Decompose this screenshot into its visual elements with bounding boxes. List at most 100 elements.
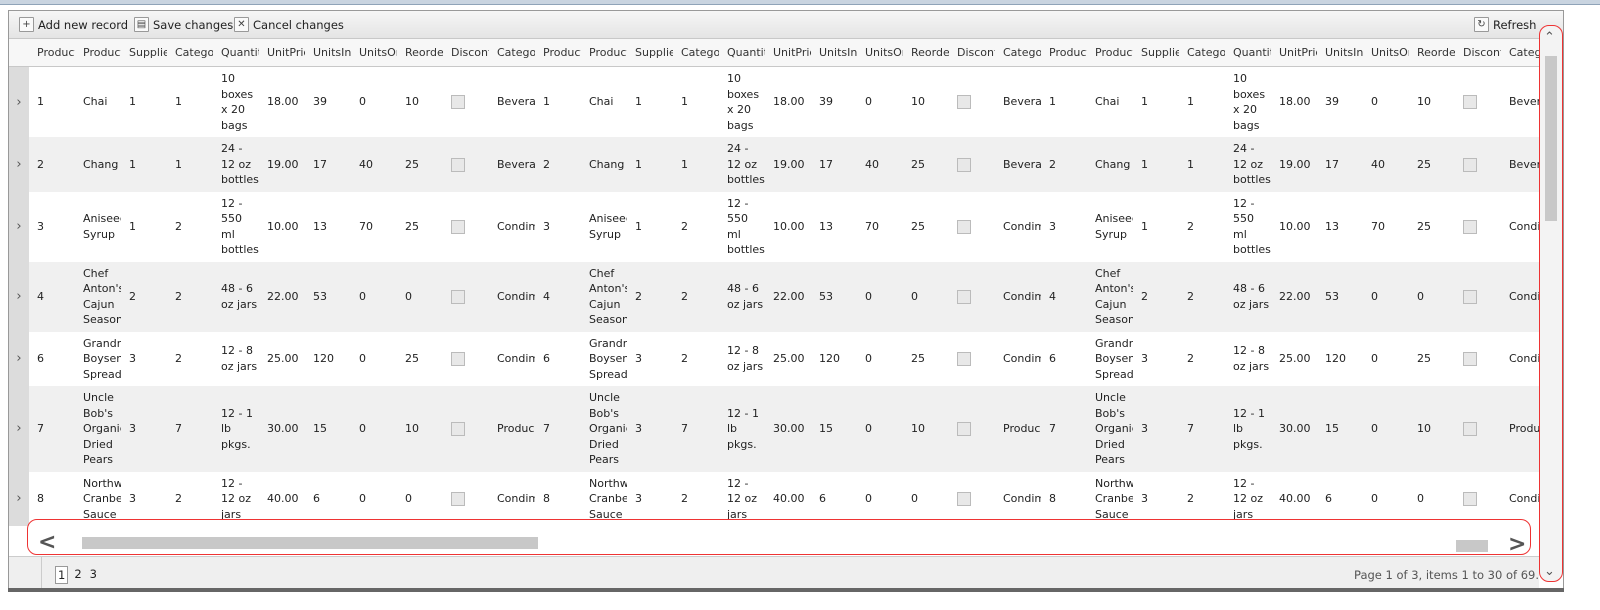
discontinued-checkbox[interactable] [957, 352, 971, 366]
cell-quantityperunit: 12 - 8 oz jars [727, 344, 764, 373]
column-header-categoryname[interactable]: CategoryName [1509, 46, 1547, 59]
discontinued-checkbox[interactable] [957, 289, 971, 304]
expand-row-chevron-icon[interactable]: › [9, 67, 29, 137]
column-header-productid[interactable]: ProductID [37, 46, 75, 59]
column-header-productid[interactable]: ProductID [543, 46, 581, 59]
discontinued-checkbox[interactable] [451, 289, 465, 304]
table-row[interactable]: › 2 Chang 1 1 24 - 12 oz bottles 19.00 17 40 25 Be… [9, 137, 1539, 192]
column-header-quantityperunit[interactable]: QuantityPerUnit [1233, 46, 1271, 59]
scroll-up-arrow-icon[interactable]: ⌃ [1544, 30, 1555, 45]
expand-row-chevron-icon[interactable]: › [9, 191, 29, 262]
discontinued-checkbox[interactable] [957, 219, 971, 234]
cell-unitsonorder: 0 [865, 95, 872, 109]
column-header-unitsonorder[interactable]: UnitsOnOrder [359, 46, 397, 59]
cell-productname: Grandma's Boysenberry Spread [83, 336, 121, 381]
expand-row-chevron-icon[interactable]: › [9, 261, 29, 332]
column-header-unitsinstock[interactable]: UnitsInStock [1325, 46, 1363, 59]
discontinued-checkbox[interactable] [451, 157, 465, 172]
column-header-unitprice[interactable]: UnitPrice [267, 46, 305, 59]
discontinued-checkbox[interactable] [957, 157, 971, 172]
column-header-unitsonorder[interactable]: UnitsOnOrder [865, 46, 903, 59]
discontinued-checkbox[interactable] [1463, 157, 1477, 172]
column-header-supplierid[interactable]: SupplierID [1141, 46, 1179, 59]
column-header-quantityperunit[interactable]: QuantityPerUnit [727, 46, 765, 59]
cell-productid: 8 [1049, 492, 1056, 505]
discontinued-checkbox[interactable] [1463, 95, 1477, 110]
cell-supplierid: 3 [129, 422, 136, 435]
column-header-supplierid[interactable]: SupplierID [635, 46, 673, 59]
column-header-categoryid[interactable]: CategoryID [681, 46, 719, 59]
column-header-unitsinstock[interactable]: UnitsInStock [819, 46, 857, 59]
page-link-2[interactable]: 2 [74, 567, 82, 581]
column-header-unitsonorder[interactable]: UnitsOnOrder [1371, 46, 1409, 59]
expand-row-chevron-icon[interactable]: › [9, 386, 29, 472]
column-header-discontinued[interactable]: Discontinued [1463, 46, 1501, 59]
cell-productid: 3 [37, 219, 44, 233]
column-header-productid[interactable]: ProductID [1049, 46, 1087, 59]
column-header-productname[interactable]: ProductName [83, 46, 121, 59]
vertical-scroll-thumb[interactable] [1545, 56, 1557, 221]
expand-row-chevron-icon[interactable]: › [9, 471, 29, 526]
column-header-productname[interactable]: ProductName [1095, 46, 1133, 59]
discontinued-checkbox[interactable] [451, 492, 465, 506]
page-link-3[interactable]: 3 [89, 567, 97, 581]
table-row[interactable]: › 4 Chef Anton's Cajun Seasoning 2 2 48 - 6 o… [9, 261, 1539, 332]
expand-row-chevron-icon[interactable]: › [9, 331, 29, 386]
scroll-right-arrow-icon[interactable]: > [1508, 532, 1527, 557]
expand-row-chevron-icon[interactable]: › [9, 137, 29, 192]
column-header-unitsinstock[interactable]: UnitsInStock [313, 46, 351, 59]
discontinued-checkbox[interactable] [1463, 352, 1477, 366]
scroll-down-arrow-icon[interactable]: ⌄ [1544, 564, 1555, 579]
cancel-changes-button[interactable]: ✕ Cancel changes [234, 16, 344, 33]
discontinued-checkbox[interactable] [451, 95, 465, 110]
column-header-categoryname[interactable]: CategoryName [1003, 46, 1041, 59]
discontinued-checkbox[interactable] [1463, 492, 1477, 506]
table-row[interactable]: › 8 Northwoods Cranberry Sauce 3 2 12 - 12 oz… [9, 471, 1539, 526]
column-header-categoryid[interactable]: CategoryID [175, 46, 213, 59]
discontinued-checkbox[interactable] [957, 95, 971, 110]
discontinued-checkbox[interactable] [451, 219, 465, 234]
horizontal-scroll-track-segment[interactable] [1456, 540, 1488, 552]
column-header-discontinued[interactable]: Discontinued [451, 46, 489, 59]
discontinued-checkbox[interactable] [1463, 289, 1477, 304]
discontinued-checkbox[interactable] [957, 422, 971, 436]
cell-supplierid: 1 [1141, 95, 1148, 109]
horizontal-scrollbar[interactable]: < > [27, 519, 1531, 557]
column-header-reorderlevel[interactable]: ReorderLevel [1417, 46, 1455, 59]
scroll-left-arrow-icon[interactable]: < [38, 530, 57, 555]
table-row[interactable]: › 3 Aniseed Syrup 1 2 12 - 550 ml bottles 10.0… [9, 191, 1539, 262]
discontinued-checkbox[interactable] [451, 352, 465, 366]
discontinued-checkbox[interactable] [1463, 422, 1477, 436]
column-header-reorderlevel[interactable]: ReorderLevel [911, 46, 949, 59]
cell-categoryname: Condiments [1003, 219, 1041, 233]
column-header-productname[interactable]: ProductName [589, 46, 627, 59]
column-header-reorderlevel[interactable]: ReorderLevel [405, 46, 443, 59]
table-row[interactable]: › 1 Chai 1 1 10 boxes x 20 bags 18.00 39 0 10 Beve… [9, 67, 1539, 137]
table-row[interactable]: › 6 Grandma's Boysenberry Spread 3 2 12 - 8 o… [9, 331, 1539, 386]
cell-productname: Northwoods Cranberry Sauce [589, 476, 627, 521]
discontinued-checkbox[interactable] [451, 422, 465, 436]
refresh-button[interactable]: ↻ Refresh [1474, 16, 1536, 33]
discontinued-checkbox[interactable] [1463, 219, 1477, 234]
discontinued-checkbox[interactable] [957, 492, 971, 506]
save-changes-button[interactable]: ▤ Save changes [134, 16, 233, 33]
cell-unitprice: 25.00 [1279, 352, 1311, 365]
cell-unitprice: 30.00 [267, 422, 299, 435]
column-header-categoryid[interactable]: CategoryID [1187, 46, 1225, 59]
horizontal-scroll-thumb[interactable] [82, 537, 538, 549]
add-label: Add new record [38, 17, 129, 32]
add-new-record-button[interactable]: + Add new record [19, 16, 128, 33]
cell-productname: Northwoods Cranberry Sauce [83, 476, 121, 521]
column-header-unitprice[interactable]: UnitPrice [773, 46, 811, 59]
table-row[interactable]: › 7 Uncle Bob's Organic Dried Pears 3 7 12 - … [9, 386, 1539, 472]
vertical-scrollbar[interactable]: ⌃ ⌄ [1539, 25, 1563, 582]
column-header-discontinued[interactable]: Discontinued [957, 46, 995, 59]
page-link-1[interactable]: 1 [55, 566, 69, 584]
cell-unitprice: 40.00 [267, 492, 299, 505]
column-header-unitprice[interactable]: UnitPrice [1279, 46, 1317, 59]
cell-quantityperunit: 12 - 8 oz jars [1233, 344, 1270, 373]
column-header-supplierid[interactable]: SupplierID [129, 46, 167, 59]
column-header-quantityperunit[interactable]: QuantityPerUnit [221, 46, 259, 59]
cell-productid: 1 [1049, 95, 1056, 109]
column-header-categoryname[interactable]: CategoryName [497, 46, 535, 59]
